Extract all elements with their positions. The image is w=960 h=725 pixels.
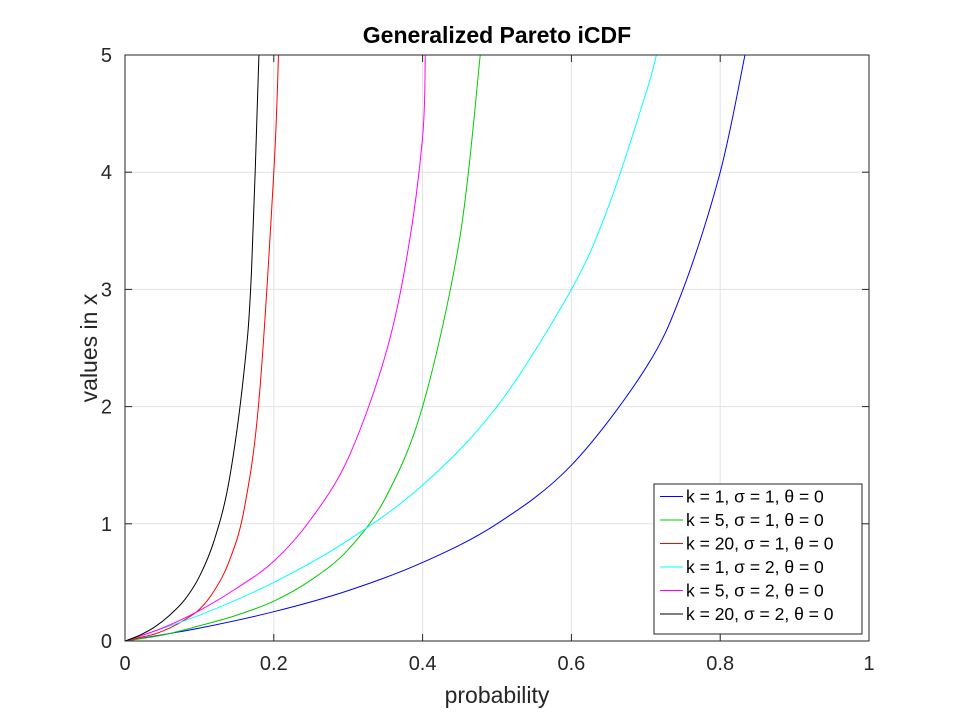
x-axis-label: probability <box>445 682 550 708</box>
chart-title: Generalized Pareto iCDF <box>363 22 631 48</box>
y-tick-label: 4 <box>101 162 112 184</box>
plot-box <box>124 54 870 642</box>
series-lines <box>125 55 746 641</box>
x-tick-label: 0 <box>119 653 130 675</box>
y-tick-label: 0 <box>101 631 112 653</box>
legend-label: k = 1, σ = 1, θ = 0 <box>686 487 824 507</box>
y-tick-label: 5 <box>101 45 112 67</box>
series-line-4 <box>125 55 657 641</box>
series-line-6 <box>125 55 260 641</box>
x-tick-label: 0.6 <box>557 653 585 675</box>
legend-label: k = 1, σ = 2, θ = 0 <box>686 557 824 577</box>
legend-label: k = 20, σ = 1, θ = 0 <box>686 534 834 554</box>
series-line-1 <box>125 55 746 641</box>
legend: k = 1, σ = 1, θ = 0 k = 5, σ = 1, θ = 0 k … <box>653 483 863 635</box>
axis-ticks: 0 0.2 0.4 0.6 0.8 1 0 1 2 3 4 5 <box>101 45 875 675</box>
y-tick-label: 3 <box>101 279 112 301</box>
legend-box <box>653 483 863 635</box>
grid-lines <box>124 54 870 642</box>
x-tick-label: 1 <box>863 653 874 675</box>
legend-label: k = 5, σ = 1, θ = 0 <box>686 510 824 530</box>
legend-label: k = 5, σ = 2, θ = 0 <box>686 581 824 601</box>
series-line-3 <box>125 55 279 641</box>
y-axis-label: values in x <box>76 293 102 402</box>
x-tick-label: 0.8 <box>706 653 734 675</box>
y-tick-label: 1 <box>101 514 112 536</box>
series-line-2 <box>125 55 481 641</box>
x-tick-label: 0.2 <box>260 653 288 675</box>
y-tick-label: 2 <box>101 397 112 419</box>
x-tick-label: 0.4 <box>409 653 437 675</box>
series-line-5 <box>125 55 426 641</box>
legend-label: k = 20, σ = 2, θ = 0 <box>686 604 834 624</box>
